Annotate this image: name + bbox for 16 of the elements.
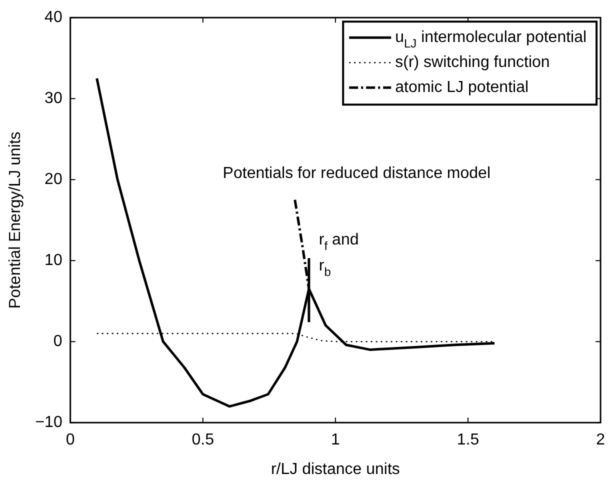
legend-label: s(r) switching function [395,54,550,72]
y-tick-label: 30 [44,90,62,108]
y-tick-label: 0 [53,333,62,350]
legend-label: atomic LJ potential [395,79,529,96]
x-tick-label: 0 [66,432,75,449]
y-tick-label: 20 [44,171,62,188]
y-axis-title: Potential Energy/LJ units [7,132,24,309]
x-tick-label: 1.5 [456,432,480,449]
y-tick-label: −10 [35,414,62,432]
x-axis-title: r/LJ distance units [270,460,400,478]
annotation: Potentials for reduced distance model [222,164,491,182]
y-tick-label: 10 [44,252,62,270]
y-tick-label: 40 [44,9,62,26]
x-tick-label: 0.5 [192,432,214,449]
x-tick-label: 2 [596,432,606,449]
x-tick-label: 1 [330,432,340,449]
